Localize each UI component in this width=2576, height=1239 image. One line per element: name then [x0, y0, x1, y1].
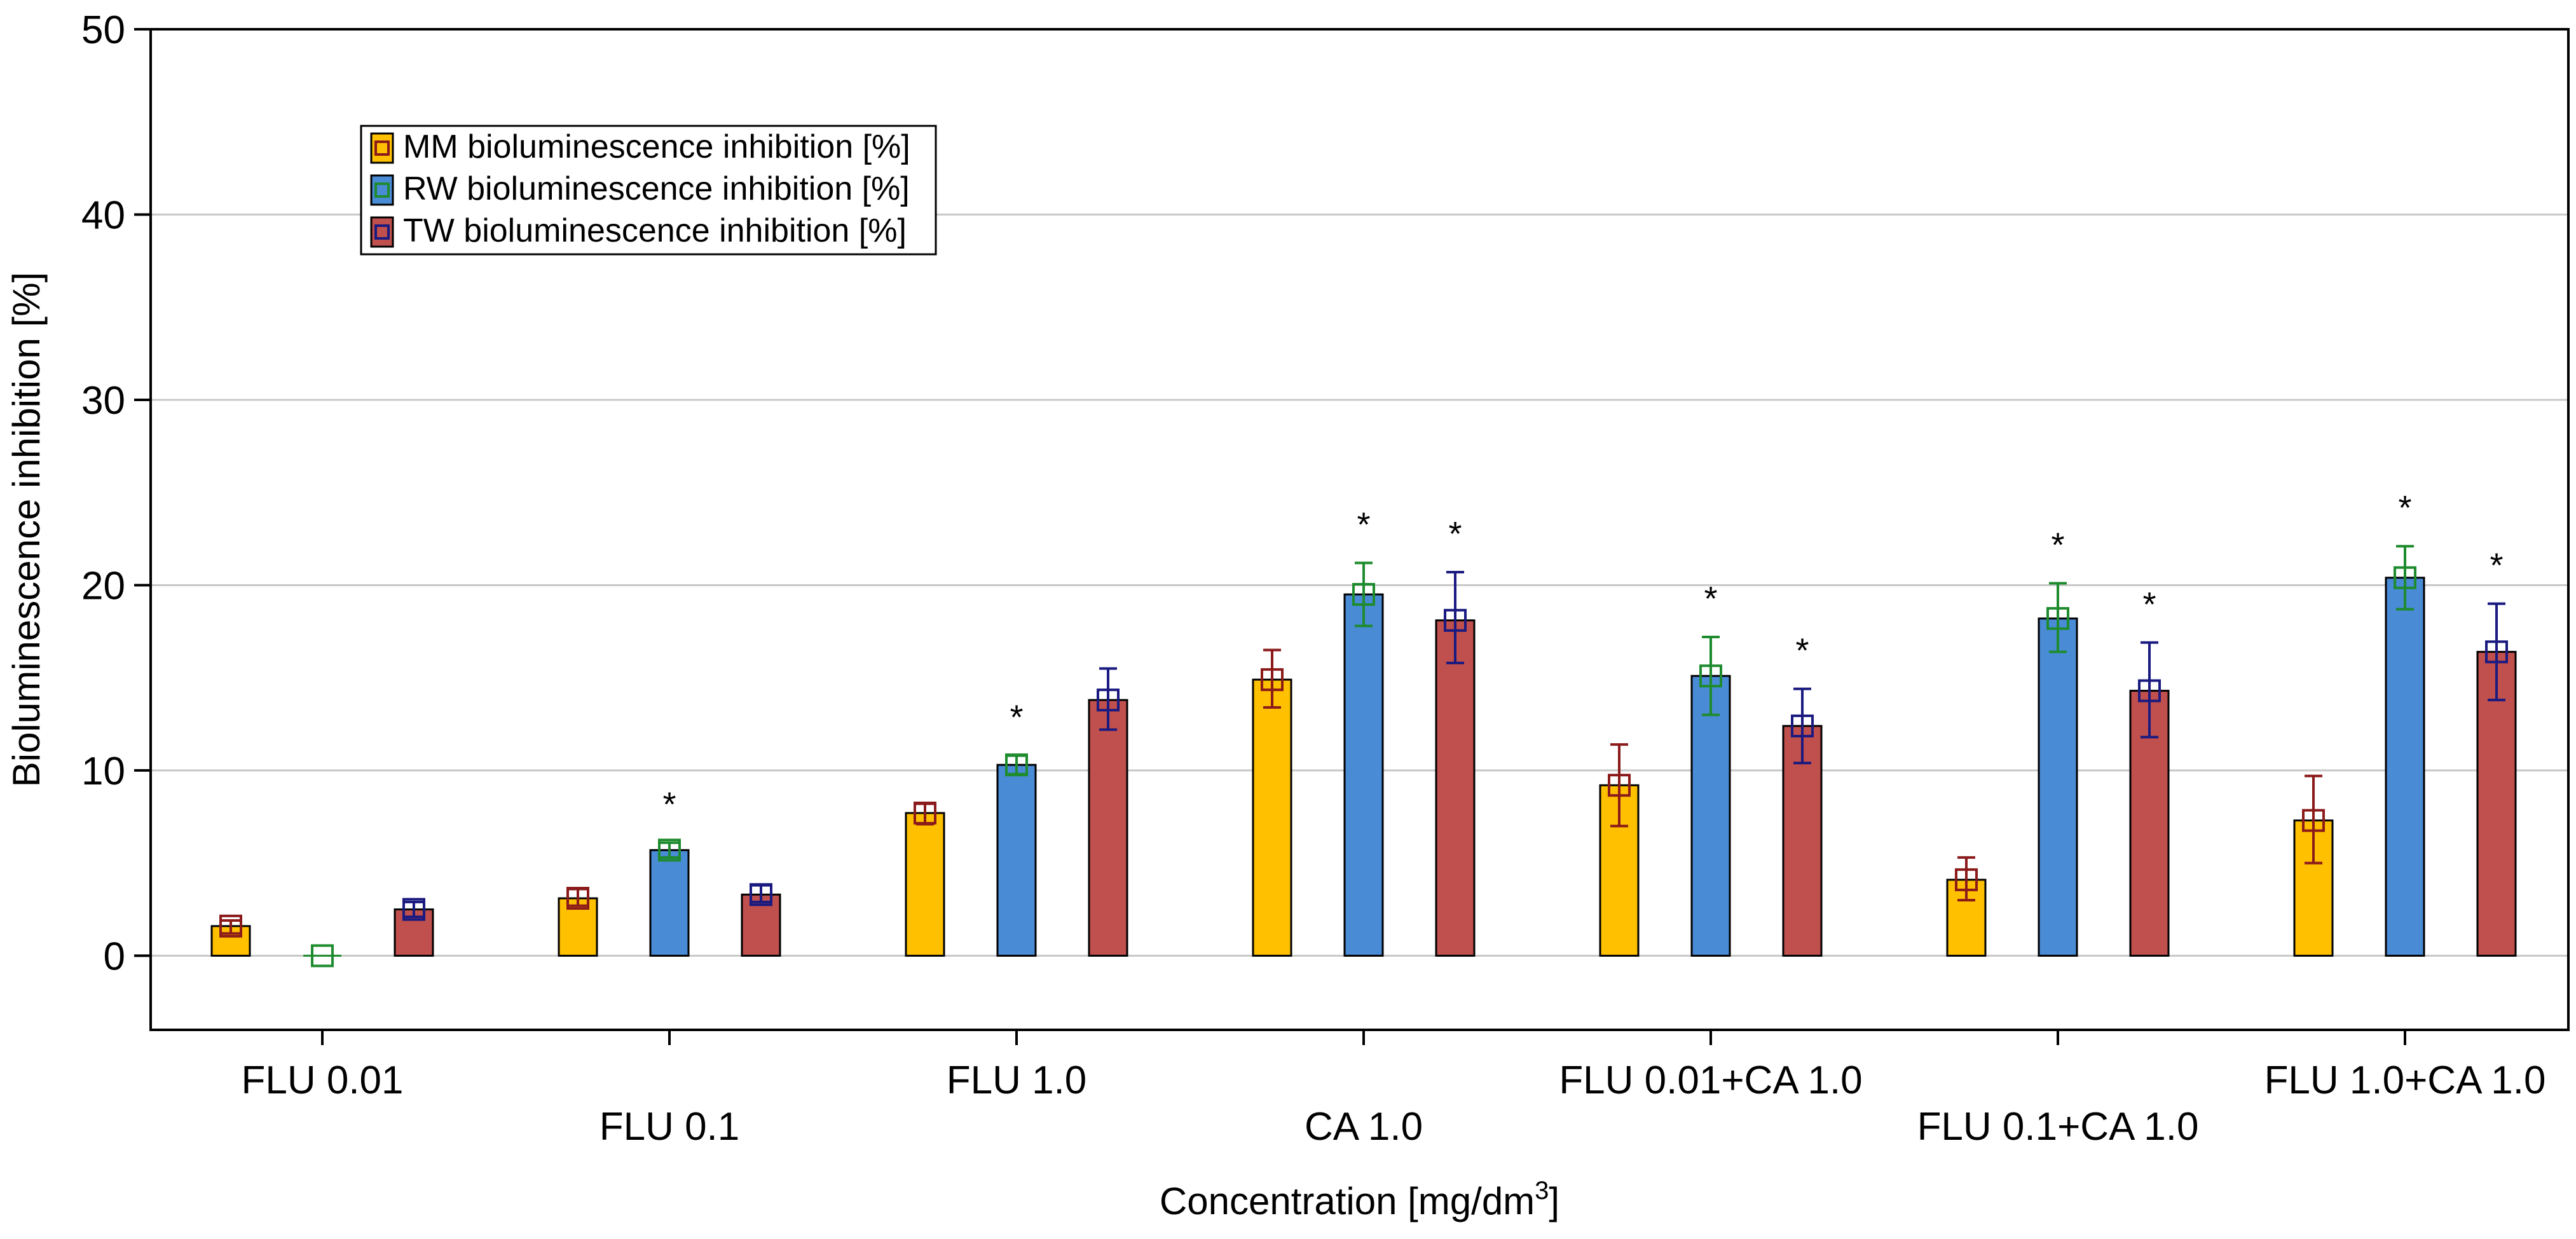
significance-star: *	[1795, 632, 1809, 670]
significance-star: *	[662, 786, 676, 824]
legend-marker	[374, 182, 390, 198]
significance-star: *	[1010, 699, 1023, 737]
bars-layer	[210, 577, 2517, 957]
bar	[1690, 674, 1731, 957]
significance-star: *	[2398, 489, 2411, 527]
x-axis-category-labels: FLU 0.01 FLU 0.1 FLU 1.0 CA 1.0 FLU 0.01+CA …	[241, 1058, 2545, 1149]
x-category-label: FLU 0.1+CA 1.0	[1917, 1105, 2199, 1149]
bar	[1088, 699, 1128, 957]
mean-marker	[1352, 583, 1375, 606]
significance-star: *	[1704, 580, 1717, 618]
legend: MM bioluminescence inhibition [%] RW biol…	[360, 125, 937, 256]
x-category-label: FLU 0.01	[241, 1058, 403, 1102]
legend-marker	[374, 224, 390, 240]
mean-marker	[1444, 608, 1467, 632]
y-tick-label: 10	[81, 750, 125, 793]
mean-marker	[1005, 753, 1028, 777]
bar	[1252, 678, 1292, 957]
significance-layer: * * * * * * * * * *	[662, 489, 2503, 823]
x-category-label: FLU 0.01+CA 1.0	[1559, 1058, 1862, 1102]
bar	[905, 812, 945, 957]
y-tick-label: 40	[81, 193, 125, 237]
bar	[2038, 617, 2078, 957]
bar	[649, 849, 690, 957]
legend-label: RW bioluminescence inhibition [%]	[403, 170, 910, 207]
x-axis-title-main: Concentration [mg/dm	[1160, 1180, 1535, 1222]
x-axis-title-superscript: 3	[1535, 1177, 1549, 1205]
bar	[1599, 784, 1640, 957]
mean-marker	[914, 801, 936, 825]
bar	[2476, 650, 2517, 957]
mean-marker	[2485, 640, 2508, 664]
significance-star: *	[2051, 526, 2064, 565]
legend-marker	[374, 140, 390, 156]
bar	[2385, 577, 2425, 957]
x-category-label: FLU 1.0+CA 1.0	[2264, 1058, 2546, 1102]
mean-marker	[2302, 809, 2325, 832]
significance-star: *	[2490, 547, 2503, 585]
x-axis-ticks	[321, 1030, 2406, 1045]
y-tick-label: 50	[81, 8, 125, 52]
mean-marker	[750, 883, 772, 907]
significance-star: *	[2142, 585, 2156, 624]
legend-box	[360, 125, 937, 256]
bar	[996, 763, 1037, 957]
x-category-label: FLU 1.0	[947, 1058, 1087, 1102]
legend-label: TW bioluminescence inhibition [%]	[403, 212, 907, 249]
plot-area-frame	[149, 28, 2570, 1031]
mean-marker	[1955, 868, 1978, 891]
mean-marker	[2138, 679, 2161, 702]
error-bars-layer	[219, 545, 2508, 968]
mean-marker	[402, 898, 425, 921]
mean-marker	[1699, 664, 1722, 688]
y-tick-label: 0	[104, 934, 125, 978]
mean-marker	[1261, 668, 1284, 692]
y-axis-ticks: 0 10 20 30 40 50	[81, 8, 151, 978]
mean-marker	[566, 887, 589, 910]
mean-marker	[2046, 606, 2069, 630]
mean-marker	[658, 839, 681, 862]
significance-star: *	[1448, 515, 1462, 553]
legend-label: MM bioluminescence inhibition [%]	[403, 128, 910, 165]
mean-marker	[311, 944, 334, 968]
y-tick-label: 30	[81, 379, 125, 423]
x-category-label: CA 1.0	[1305, 1105, 1423, 1149]
mean-marker	[1608, 774, 1631, 797]
x-category-label: FLU 0.1	[599, 1105, 740, 1149]
significance-star: *	[1357, 505, 1370, 544]
mean-marker	[1791, 714, 1814, 737]
bar	[1343, 593, 1384, 957]
y-axis-title: Bioluminescence inhibition [%]	[5, 272, 48, 787]
mean-marker	[2394, 566, 2416, 589]
x-axis-title: Concentration [mg/dm3]	[1160, 1177, 1559, 1222]
mean-marker	[219, 914, 242, 938]
legend-swatch	[370, 174, 394, 206]
x-axis-title-end: ]	[1549, 1180, 1559, 1222]
y-tick-label: 20	[81, 564, 125, 608]
mean-marker	[1097, 688, 1120, 712]
bar	[1435, 619, 1476, 957]
